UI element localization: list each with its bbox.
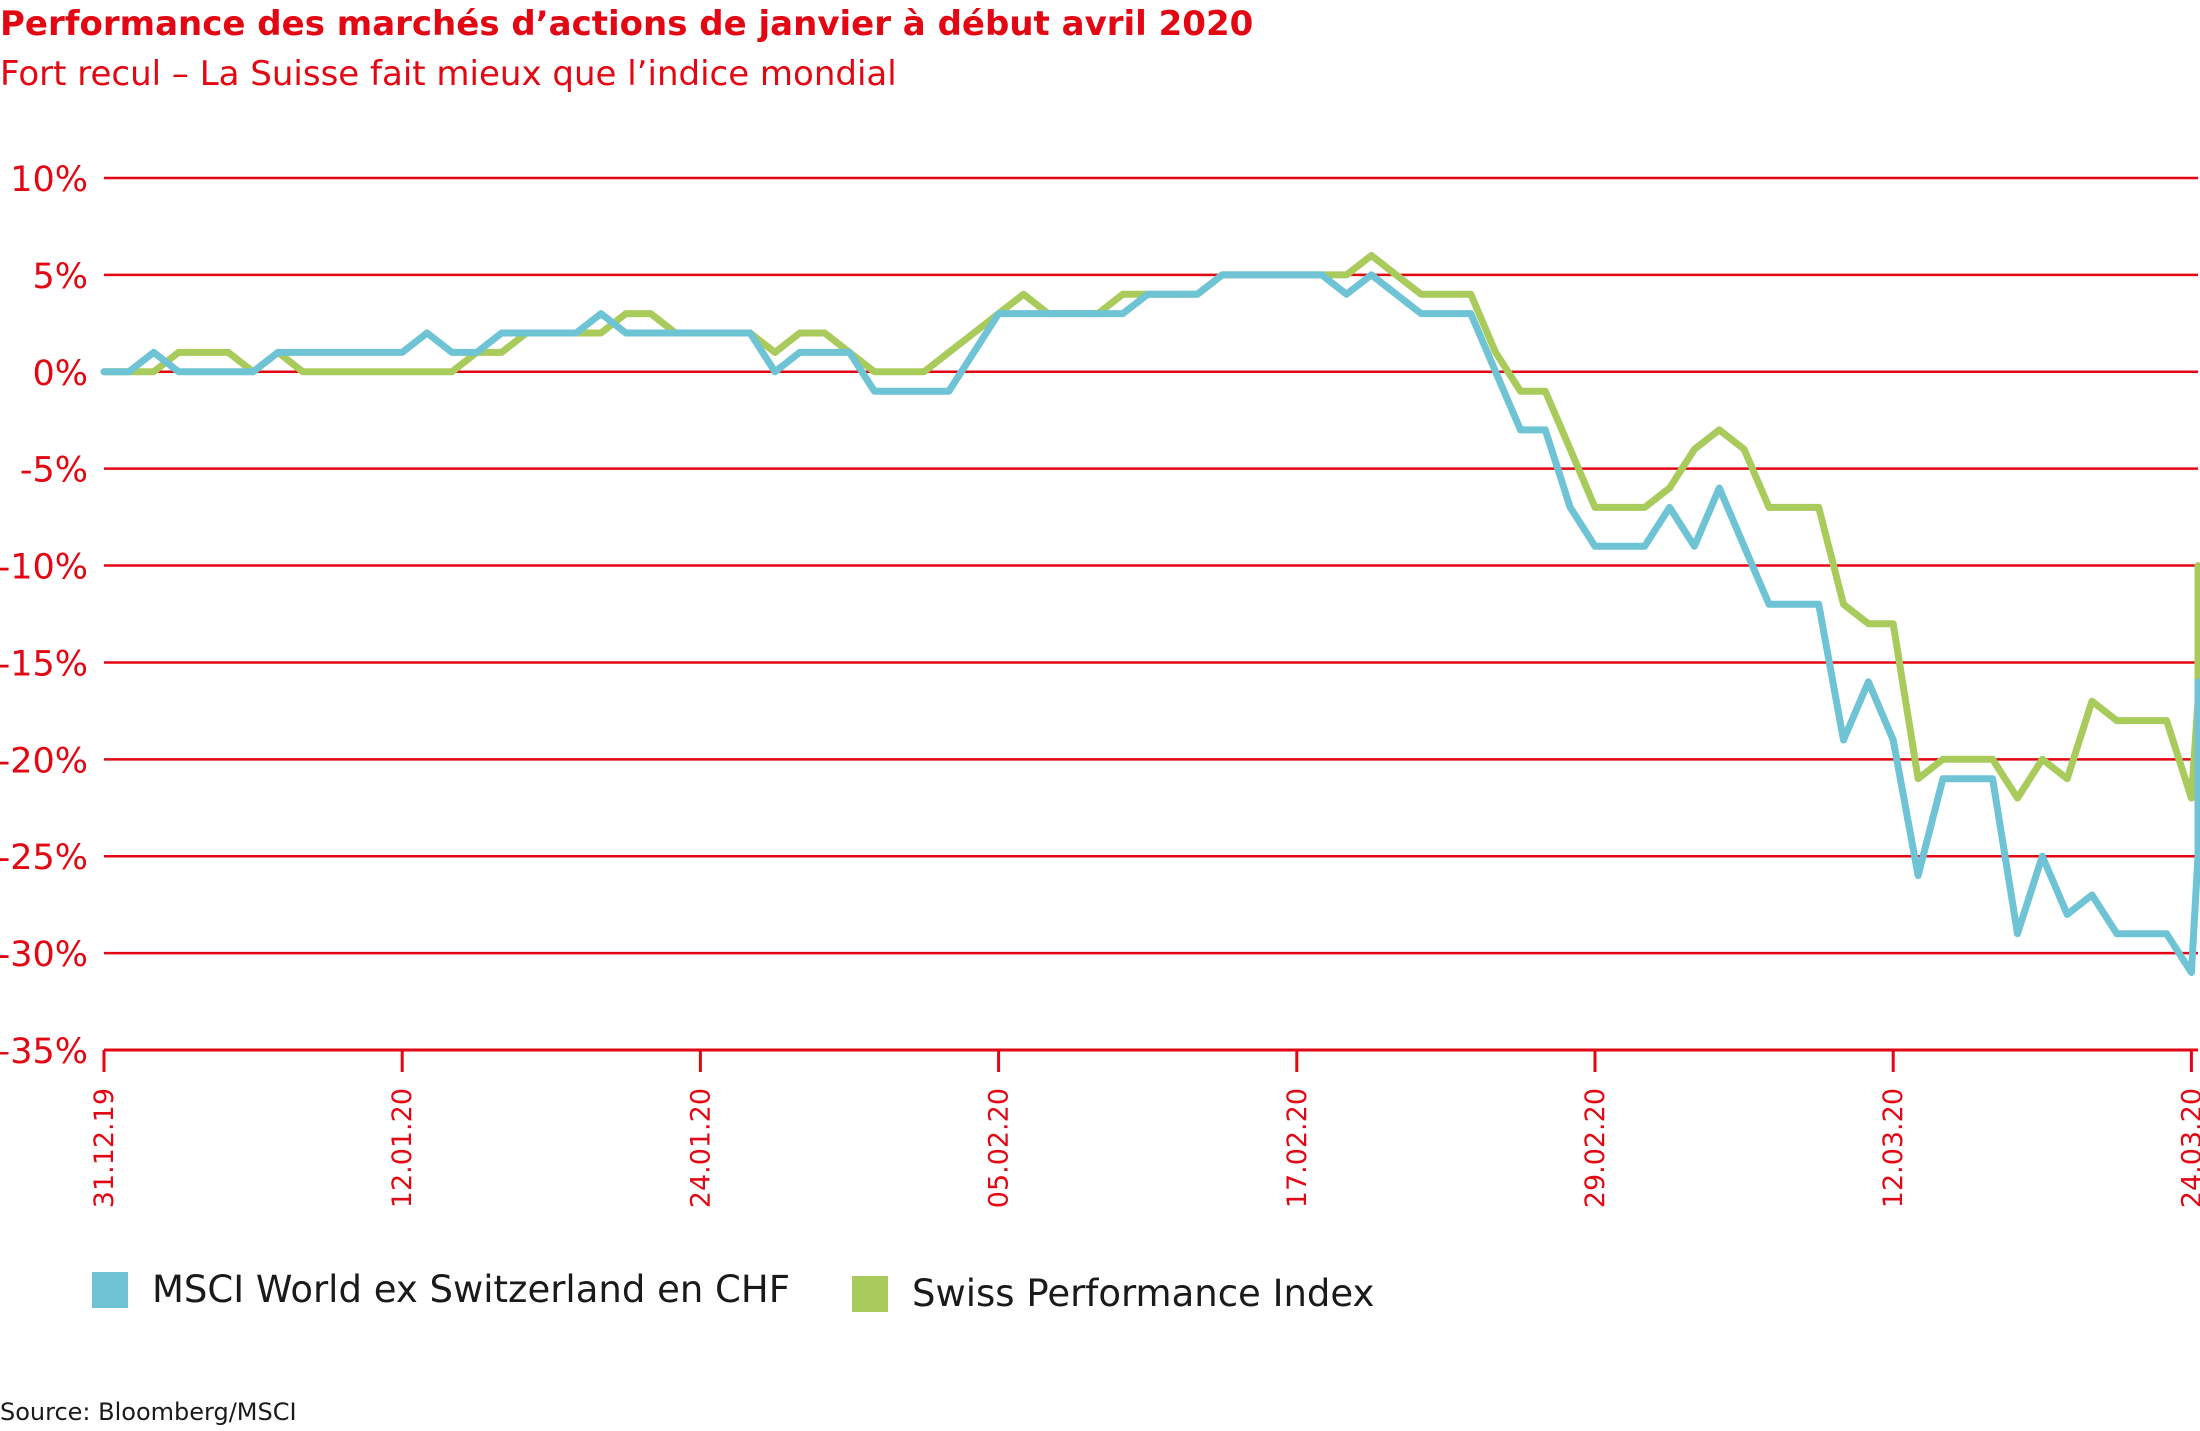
y-tick-labels: 10% 5% 0% -5% -10% -15% -20% -25% -30% –35% [0,160,88,1072]
x-tick-label: 24.01.20 [685,1088,716,1208]
x-tick-label: 12.03.20 [1878,1088,1909,1208]
x-tick-label: 12.01.20 [387,1088,418,1208]
series-lines [100,252,2200,976]
x-tick-label: 29.02.20 [1580,1088,1611,1208]
series-line-msci [100,271,2200,976]
x-tick-label: 05.02.20 [984,1088,1015,1208]
chart-subtitle: Fort recul – La Suisse fait mieux que l’… [0,54,897,94]
x-axis: 31.12.19 12.01.20 24.01.20 05.02.20 17.02.20… [89,1050,2200,1208]
legend-item-spi: Swiss Performance Index [852,1272,1374,1315]
y-tick-label: -5% [20,451,88,491]
y-tick-label: -10% [0,548,88,588]
x-tick-label: 24.03.20 [2176,1088,2200,1208]
y-tick-label: -15% [0,644,88,684]
y-tick-label: -25% [0,838,88,878]
legend-label-spi: Swiss Performance Index [912,1272,1375,1315]
legend-swatch-spi [852,1275,888,1312]
y-tick-label: -20% [0,741,88,781]
y-tick-label: 10% [10,160,88,200]
y-tick-label: 5% [32,257,88,297]
chart-title: Performance des marchés d’actions de jan… [0,4,1254,44]
legend-item-msci: MSCI World ex Switzerland en CHF [92,1268,790,1311]
legend-swatch-msci [92,1271,128,1308]
x-tick-label: 17.02.20 [1282,1088,1313,1208]
y-tick-label: -30% [0,935,88,975]
y-tick-label: –35% [0,1032,88,1072]
grid-lines [104,176,2198,1052]
x-tick-label: 31.12.19 [89,1088,120,1208]
legend-label-msci: MSCI World ex Switzerland en CHF [152,1268,790,1311]
source-note: Source: Bloomberg/MSCI [0,1398,297,1426]
y-tick-label: 0% [32,354,88,394]
